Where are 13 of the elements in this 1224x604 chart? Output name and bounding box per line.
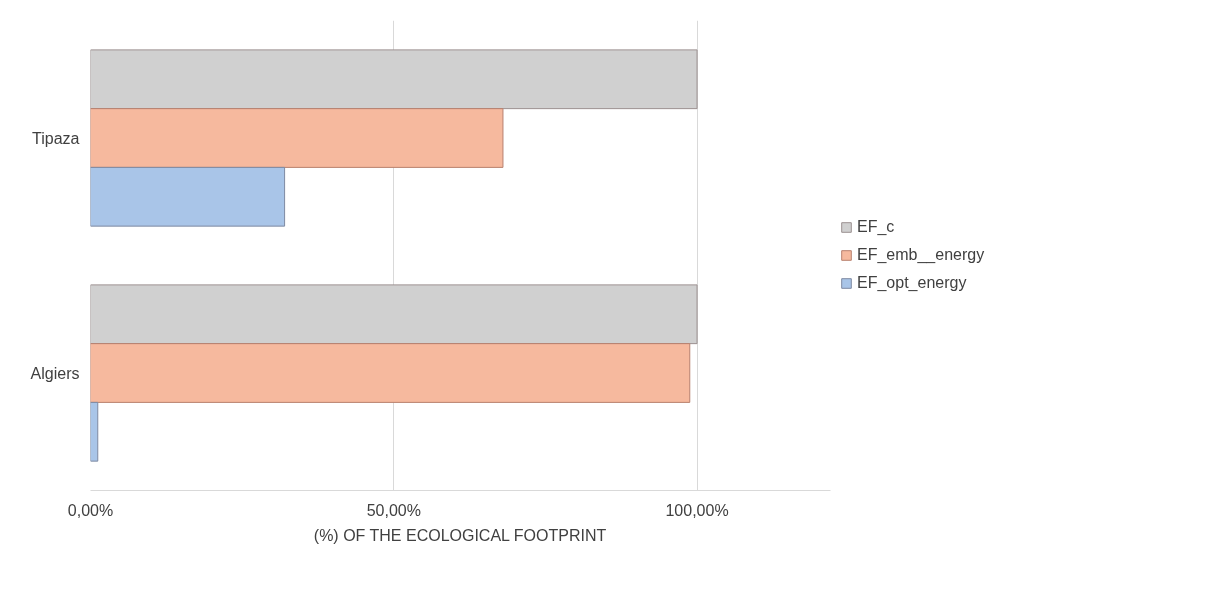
y-tick-label: Tipaza — [32, 129, 80, 147]
x-tick-label: 100,00% — [665, 501, 729, 519]
x-axis-title: (%) OF THE ECOLOGICAL FOOTPRINT — [313, 526, 607, 544]
bar — [90, 108, 504, 168]
legend-label: EF_opt_energy — [857, 274, 967, 292]
legend-label: EF_emb__energy — [857, 246, 985, 264]
bar — [90, 166, 286, 227]
x-tick-label: 50,00% — [366, 501, 421, 519]
legend-label: EF_c — [857, 218, 895, 236]
x-tick-label: 0,00% — [67, 501, 114, 519]
bar — [90, 343, 691, 403]
bar — [90, 401, 99, 462]
y-tick-label: Algiers — [30, 364, 80, 382]
